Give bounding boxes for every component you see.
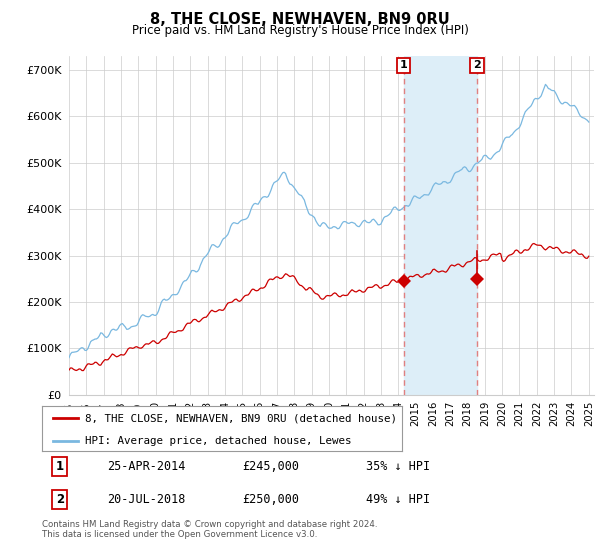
Text: Contains HM Land Registry data © Crown copyright and database right 2024.
This d: Contains HM Land Registry data © Crown c… — [42, 520, 377, 539]
Text: £250,000: £250,000 — [242, 493, 299, 506]
Text: £245,000: £245,000 — [242, 460, 299, 473]
Text: 8, THE CLOSE, NEWHAVEN, BN9 0RU: 8, THE CLOSE, NEWHAVEN, BN9 0RU — [150, 12, 450, 27]
Text: 35% ↓ HPI: 35% ↓ HPI — [366, 460, 430, 473]
Text: 20-JUL-2018: 20-JUL-2018 — [107, 493, 185, 506]
Text: HPI: Average price, detached house, Lewes: HPI: Average price, detached house, Lewe… — [85, 436, 352, 446]
Text: 8, THE CLOSE, NEWHAVEN, BN9 0RU (detached house): 8, THE CLOSE, NEWHAVEN, BN9 0RU (detache… — [85, 413, 397, 423]
Text: 49% ↓ HPI: 49% ↓ HPI — [366, 493, 430, 506]
Text: 2: 2 — [56, 493, 64, 506]
Text: 2: 2 — [473, 60, 481, 71]
Text: 1: 1 — [56, 460, 64, 473]
Bar — [404, 56, 477, 395]
Text: 25-APR-2014: 25-APR-2014 — [107, 460, 185, 473]
Text: Price paid vs. HM Land Registry's House Price Index (HPI): Price paid vs. HM Land Registry's House … — [131, 24, 469, 36]
Text: 1: 1 — [400, 60, 407, 71]
